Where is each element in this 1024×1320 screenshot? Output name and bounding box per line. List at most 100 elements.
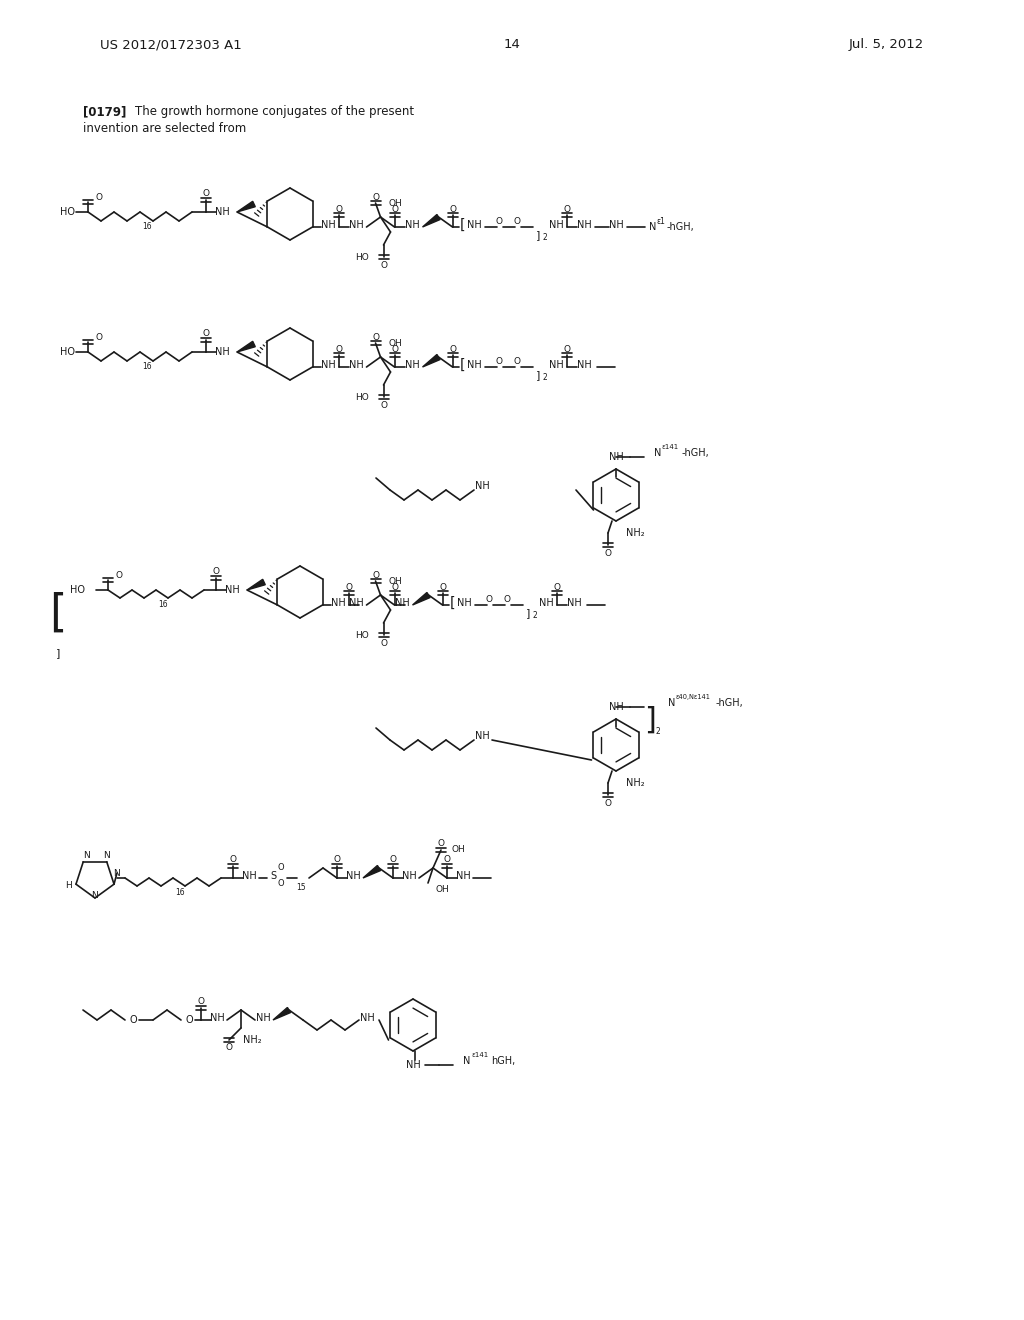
Text: N: N [463,1056,470,1067]
Text: O: O [203,190,210,198]
Text: ε40,Nε141: ε40,Nε141 [676,694,711,700]
Text: [: [ [450,597,456,610]
Text: NH: NH [540,598,554,609]
Text: [: [ [460,218,465,232]
Text: N: N [654,447,662,458]
Text: NH: NH [331,598,346,609]
Text: invention are selected from: invention are selected from [83,121,246,135]
Text: O: O [225,1044,232,1052]
Text: O: O [513,216,520,226]
Text: 16: 16 [142,362,152,371]
Text: NH: NH [215,347,229,356]
Text: HO: HO [354,392,369,401]
Text: O: O [391,582,398,591]
Text: O: O [563,205,570,214]
Text: O: O [391,205,398,214]
Text: O: O [115,572,122,581]
Text: 16: 16 [158,601,168,609]
Text: OH: OH [388,577,402,586]
Text: O: O [334,855,341,865]
Polygon shape [237,342,255,352]
Text: NH: NH [349,598,364,609]
Text: OH: OH [388,338,402,347]
Text: NH: NH [567,598,582,609]
Text: O: O [372,570,379,579]
Text: O: O [335,205,342,214]
Text: O: O [443,855,451,865]
Text: N: N [668,698,676,708]
Text: O: O [95,194,102,202]
Text: 16: 16 [142,222,152,231]
Text: N: N [91,891,98,900]
Text: NH: NH [210,1012,224,1023]
Text: O: O [449,205,456,214]
Text: HO: HO [70,585,85,595]
Text: O: O [129,1015,137,1026]
Text: Jul. 5, 2012: Jul. 5, 2012 [849,38,924,51]
Text: hGH,: hGH, [490,1056,515,1067]
Text: NH: NH [608,702,624,711]
Text: NH: NH [549,360,564,370]
Text: ε141: ε141 [662,444,679,450]
Text: O: O [604,799,611,808]
Text: -hGH,: -hGH, [667,222,694,232]
Text: NH: NH [346,871,360,880]
Text: O: O [185,1015,193,1026]
Text: ]: ] [644,705,656,734]
Text: [: [ [460,358,465,372]
Text: NH: NH [215,207,229,216]
Text: O: O [391,345,398,354]
Text: O: O [203,330,210,338]
Polygon shape [362,866,381,878]
Text: N: N [84,851,90,861]
Text: NH₂: NH₂ [626,528,645,539]
Text: NH: NH [322,360,336,370]
Text: ]: ] [526,609,530,618]
Text: NH: NH [457,598,472,609]
Text: [: [ [49,591,67,635]
Text: 2: 2 [532,610,537,619]
Text: US 2012/0172303 A1: US 2012/0172303 A1 [100,38,242,51]
Text: NH: NH [467,220,482,230]
Text: O: O [278,863,285,873]
Text: NH: NH [224,585,240,595]
Text: NH: NH [578,360,592,370]
Text: NH: NH [406,220,420,230]
Text: -hGH,: -hGH, [716,698,743,708]
Text: O: O [437,840,444,849]
Polygon shape [237,201,255,213]
Text: ε1: ε1 [656,218,666,227]
Text: N: N [103,851,111,861]
Text: OH: OH [451,846,465,854]
Polygon shape [423,355,440,367]
Text: 2: 2 [655,726,660,735]
Polygon shape [423,214,440,227]
Text: O: O [389,855,396,865]
Text: O: O [95,334,102,342]
Text: HO: HO [354,252,369,261]
Text: OH: OH [435,886,449,895]
Text: [0179]: [0179] [83,106,126,117]
Text: O: O [335,345,342,354]
Text: NH: NH [475,480,489,491]
Text: ε141: ε141 [471,1052,488,1059]
Text: NH: NH [406,360,420,370]
Text: O: O [372,193,379,202]
Text: O: O [213,568,219,577]
Text: 2: 2 [542,372,547,381]
Text: O: O [439,582,446,591]
Text: ]: ] [537,370,541,380]
Text: H: H [66,882,73,891]
Text: O: O [229,855,237,865]
Text: The growth hormone conjugates of the present: The growth hormone conjugates of the pre… [135,106,414,117]
Text: N: N [114,869,121,878]
Text: HO: HO [60,347,75,356]
Text: NH: NH [549,220,564,230]
Text: O: O [553,582,560,591]
Text: NH: NH [608,451,624,462]
Text: NH: NH [609,220,624,230]
Text: N: N [648,222,656,232]
Text: 16: 16 [175,888,184,898]
Text: NH: NH [349,220,364,230]
Text: O: O [380,400,387,409]
